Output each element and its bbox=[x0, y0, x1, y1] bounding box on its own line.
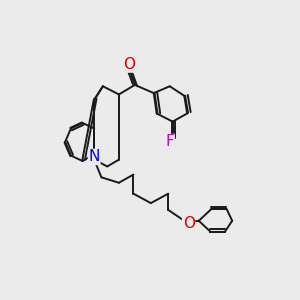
Text: O: O bbox=[123, 57, 135, 72]
Text: N: N bbox=[88, 149, 100, 164]
Text: O: O bbox=[183, 216, 195, 231]
Text: F: F bbox=[165, 134, 174, 149]
